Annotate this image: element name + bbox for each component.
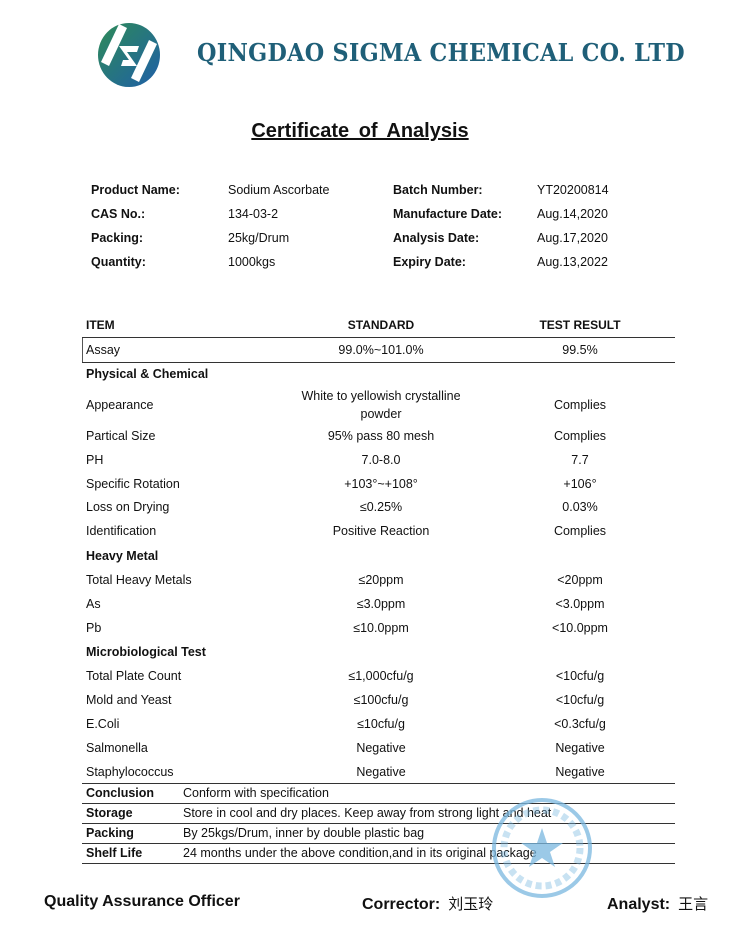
column-header-result: TEST RESULT [539,318,621,332]
footer-divider [82,823,675,824]
info-value: Aug.17,2020 [537,231,608,245]
info-label: CAS No.: [91,207,146,221]
analyst-label: Analyst: [607,896,671,913]
footer-divider [82,803,675,804]
test-result: <10.0ppm [552,621,608,635]
item-name: Salmonella [86,741,148,755]
standard-value: ≤1,000cfu/g [348,669,414,683]
footer-value: Store in cool and dry places. Keep away … [183,806,552,820]
test-result: +106° [563,477,597,491]
company-stamp [492,798,592,898]
standard-value: ≤3.0ppm [356,597,406,611]
info-label: Analysis Date: [393,231,480,245]
test-result: <20ppm [557,573,603,587]
standard-value: ≤20ppm [358,573,404,587]
info-value: 25kg/Drum [228,231,290,245]
footer-divider [82,843,675,844]
footer-label: Packing [86,826,134,840]
footer-value: Conform with specification [183,786,329,800]
info-label: Packing: [91,231,144,245]
standard-value: 95% pass 80 mesh [327,429,435,443]
item-name: Appearance [86,398,154,412]
company-name: QINGDAO SIGMA CHEMICAL CO. LTD [197,38,685,67]
standard-value: White to yellowish crystalline powder [301,389,461,421]
test-result: <3.0ppm [555,597,605,611]
item-name: Identification [86,524,157,538]
item-name: E.Coli [86,717,120,731]
test-result: <0.3cfu/g [554,717,606,731]
footer-divider [82,863,675,864]
star-icon [521,828,563,867]
item-name: Pb [86,621,102,635]
info-value: YT20200814 [537,183,609,197]
standard-value: ≤0.25% [359,500,403,514]
test-result: Negative [555,765,605,779]
footer-value: 24 months under the above condition,and … [183,846,537,860]
item-name: As [86,597,101,611]
test-result: Negative [555,741,605,755]
item-name: Partical Size [86,429,156,443]
info-value: Aug.13,2022 [537,255,608,269]
item-name: Specific Rotation [86,477,180,491]
standard-value: 99.0%~101.0% [338,343,424,357]
info-label: Quantity: [91,255,146,269]
footer-value: By 25kgs/Drum, inner by double plastic b… [183,826,425,840]
analyst-signature: Analyst: 王言 [607,893,708,914]
item-name: Staphylococcus [86,765,174,779]
standard-value: Negative [356,765,406,779]
item-name: Loss on Drying [86,500,170,514]
qa-officer-label: Quality Assurance Officer [44,893,240,910]
standard-value: ≤100cfu/g [353,693,409,707]
standard-value: +103°~+108° [344,477,418,491]
standard-value: Positive Reaction [332,524,430,538]
standard-value: 7.0-8.0 [361,453,401,467]
test-result: 7.7 [571,453,589,467]
test-result: Complies [553,398,607,412]
item-name: Total Heavy Metals [86,573,192,587]
column-header-standard: STANDARD [347,318,415,332]
footer-label: Storage [86,806,133,820]
corrector-signature: Corrector: 刘玉玲 [362,893,493,914]
footer-label: Shelf Life [86,846,143,860]
test-result: 0.03% [562,500,598,514]
info-label: Batch Number: [393,183,483,197]
test-result: 99.5% [562,343,598,357]
footer-divider [82,783,675,784]
section-heading: Physical & Chemical [86,367,209,381]
assay-divider [82,362,675,363]
corrector-name: 刘玉玲 [448,895,494,913]
section-heading: Heavy Metal [86,549,159,563]
test-result: Complies [553,429,607,443]
analyst-name: 王言 [678,895,709,913]
item-name: Mold and Yeast [86,693,172,707]
info-label: Manufacture Date: [393,207,503,221]
info-label: Product Name: [91,183,180,197]
info-value: 134-03-2 [228,207,279,221]
assay-left-border [82,338,83,362]
standard-value: ≤10.0ppm [353,621,409,635]
info-label: Expiry Date: [393,255,466,269]
section-heading: Microbiological Test [86,645,206,659]
test-result: <10cfu/g [555,693,605,707]
test-result: Complies [553,524,607,538]
company-logo [98,23,160,87]
corrector-label: Corrector: [362,896,441,913]
standard-value: Negative [356,741,406,755]
document-title: Certificate of Analysis [251,120,469,142]
item-name: Assay [86,343,121,357]
header-divider [82,337,675,338]
test-result: <10cfu/g [555,669,605,683]
info-value: Aug.14,2020 [537,207,608,221]
info-value: Sodium Ascorbate [228,183,330,197]
column-header-item: ITEM [86,318,115,332]
item-name: PH [86,453,104,467]
footer-label: Conclusion [86,786,155,800]
item-name: Total Plate Count [86,669,182,683]
info-value: 1000kgs [228,255,276,269]
standard-value: ≤10cfu/g [357,717,405,731]
